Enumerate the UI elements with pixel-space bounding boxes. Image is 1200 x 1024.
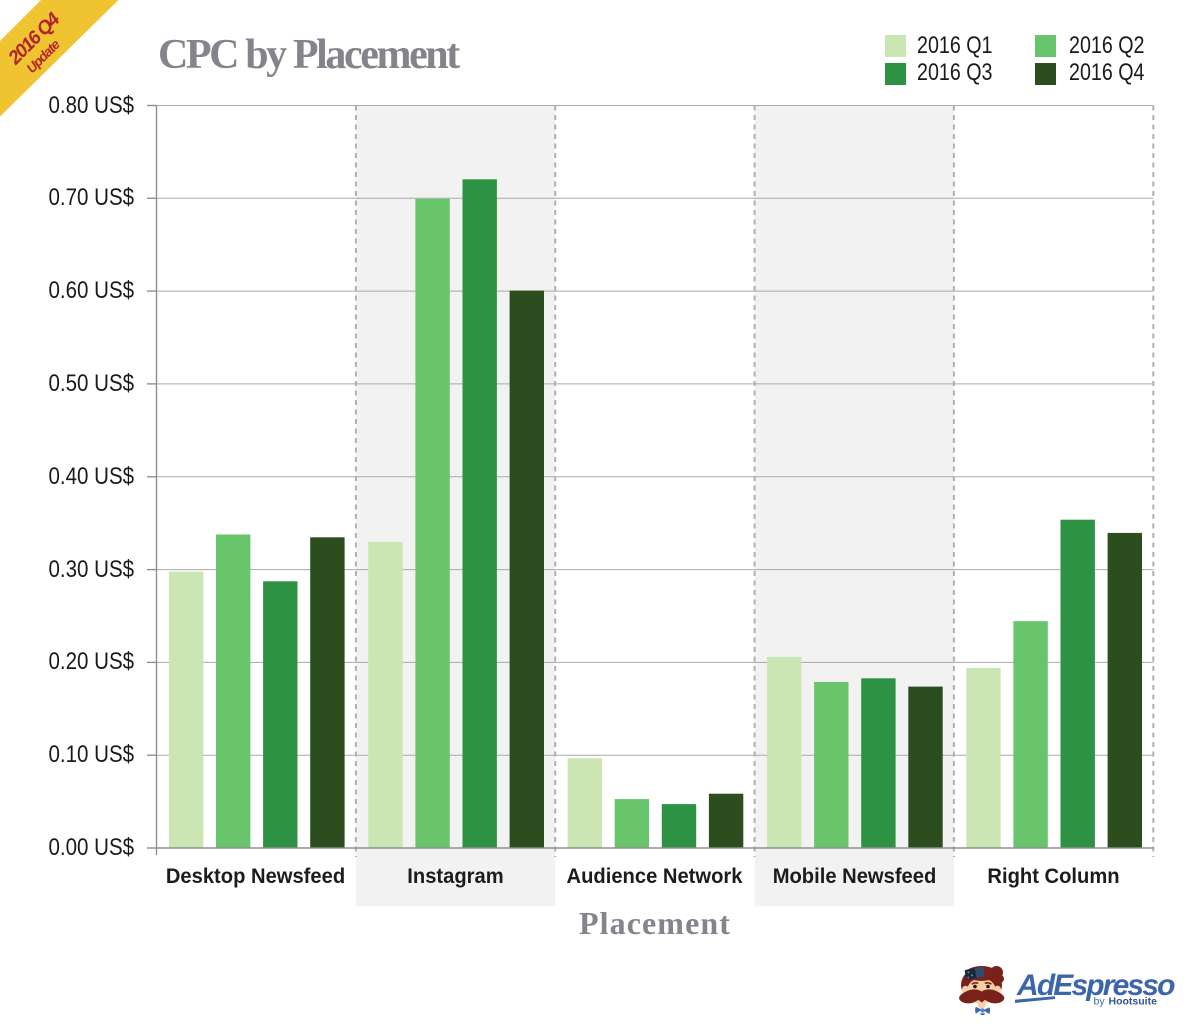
- svg-text:by: by: [1094, 996, 1106, 1008]
- svg-text:Hootsuite: Hootsuite: [1109, 996, 1158, 1008]
- svg-text:AdEspresso: AdEspresso: [1016, 969, 1175, 1002]
